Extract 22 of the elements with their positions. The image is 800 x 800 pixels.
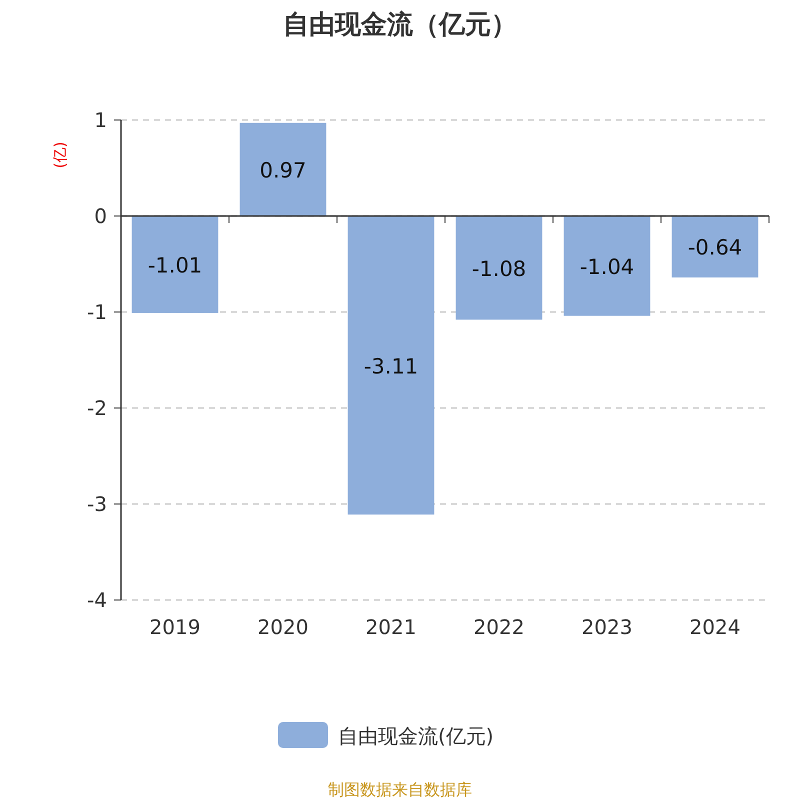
data-label: -0.64 <box>688 236 742 260</box>
legend-label: 自由现金流(亿元) <box>338 724 494 748</box>
y-tick-label: -1 <box>87 300 107 324</box>
data-label: -1.08 <box>472 256 526 281</box>
x-tick-label: 2020 <box>258 615 308 639</box>
x-tick-label: 2019 <box>150 615 200 639</box>
x-tick-label: 2023 <box>582 615 632 639</box>
y-tick-label: -4 <box>87 588 107 612</box>
data-label: -1.04 <box>580 254 634 279</box>
chart-title: 自由现金流（亿元） <box>283 10 517 40</box>
y-tick-label: 0 <box>94 204 107 228</box>
data-label: -1.01 <box>148 253 202 278</box>
y-tick-label: -3 <box>87 492 107 516</box>
x-tick-label: 2022 <box>474 615 524 639</box>
data-label: -3.11 <box>364 354 418 378</box>
x-tick-label: 2021 <box>366 615 416 639</box>
y-tick-label: 1 <box>94 108 107 132</box>
data-label: 0.97 <box>260 158 306 182</box>
x-tick-label: 2024 <box>690 615 740 639</box>
y-tick-label: -2 <box>87 396 107 420</box>
text: 制图数据来自数据库 <box>328 780 472 799</box>
y-axis-title: (亿) <box>51 142 69 168</box>
